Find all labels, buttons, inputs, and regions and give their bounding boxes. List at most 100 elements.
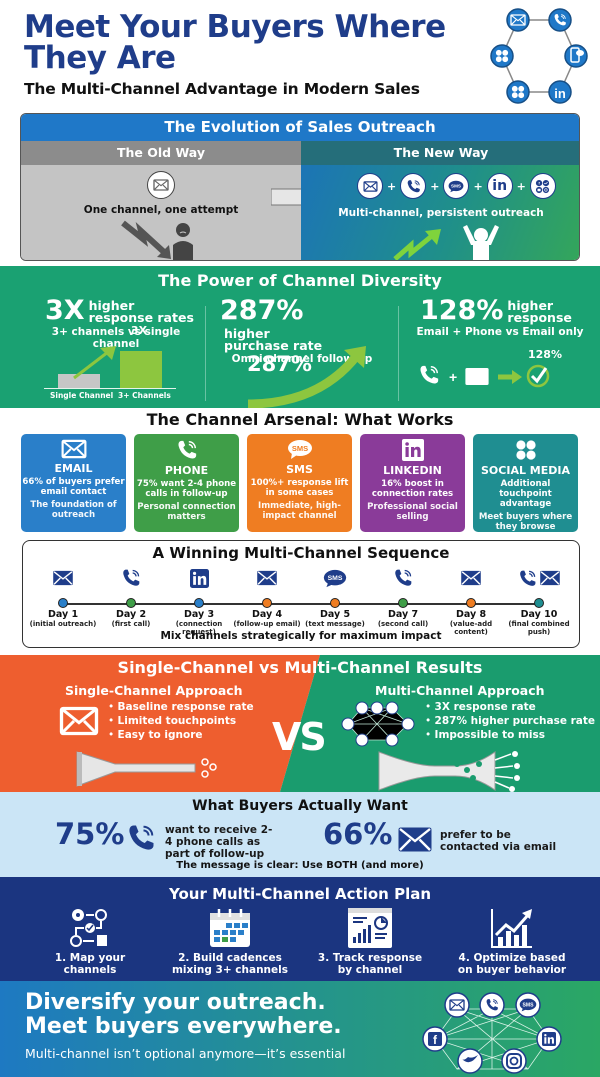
channel-chain: + + + in + [357,173,556,199]
section-title: A Winning Multi-Channel Sequence [152,544,450,562]
email-icon [58,706,100,736]
old-way-caption: One channel, one attempt [83,204,239,216]
email-icon [147,171,175,199]
email-icon [436,567,506,589]
vs-label: VS [272,715,327,759]
email-icon [464,367,490,386]
timeline-step: Day 2 (first call) [96,567,166,628]
section-title: The Channel Arsenal: What Works [146,410,454,429]
workflow-map-icon [20,907,160,949]
section-title: Your Multi-Channel Action Plan [168,885,432,903]
big-growth-arrow-icon [247,346,366,408]
page-subtitle: The Multi-Channel Advantage in Modern Sa… [24,80,420,98]
analytics-dashboard-icon [300,907,440,949]
svg-text:in: in [554,86,566,101]
sequence-timeline: A Winning Multi-Channel Sequence Day 1 (… [22,540,580,648]
multi-channel-list: 3X response rate 287% higher purchase ra… [425,700,596,742]
new-way-caption: Multi-channel, persistent outreach [338,207,544,219]
timeline-step: Day 8 (value-add content) [436,567,506,636]
instagram-icon [506,1053,522,1069]
plus-sign: + [387,179,397,193]
email-icon [397,826,433,853]
phone-icon [400,173,427,199]
wide-funnel-graphic [378,751,520,792]
timeline-step: Day 3 (connection request) [164,567,234,636]
evolution-panel: The Evolution of Sales Outreach The Old … [20,113,580,261]
phone-email-icon [504,567,574,589]
phone-icon [96,567,166,589]
old-way-label: The Old Way [21,141,301,165]
sad-person-icon [173,223,193,260]
phone-plus-email-graphic: + [419,364,550,388]
channel-card-phone: PHONE 75% want 2-4 phone calls in follow… [134,434,239,532]
linkedin-icon: in [486,173,513,199]
stat-response-rate: 3X higher response rates 3+ channels vs si… [45,295,194,351]
channel-card-sms: SMS SMS 100%+ response lift in some case… [247,434,352,532]
calendar-icon [160,907,300,949]
timeline-step: Day 1 (initial outreach) [28,567,98,628]
phone-icon [126,823,156,853]
up-trend-arrow-icon [393,229,441,260]
sms-icon [443,173,470,199]
down-trend-arrow-icon [121,220,171,259]
comparison-panel: Single-Channel vs Multi-Channel Results … [0,655,600,792]
linkedin-icon [401,439,424,461]
sms-icon [300,567,370,589]
check-label: 128% [528,348,562,361]
channel-network-graphic: f [420,985,570,1075]
old-way-panel: The Old Way One channel, one attempt [21,141,301,260]
bar-3plus-channels [120,351,162,388]
phone-icon [368,567,438,589]
phone-icon [419,365,439,385]
action-plan-panel: Your Multi-Channel Action Plan 1. Map yo… [0,877,600,981]
channel-card-social-media: SOCIAL MEDIA Additional touchpoint advan… [473,434,578,532]
plan-step: 3. Track response by channel [300,907,440,976]
section-title: What Buyers Actually Want [192,798,408,814]
phone-pct-text: want to receive 2-4 phone calls as part … [165,824,273,860]
channel-card-linkedin: LINKEDIN 16% boost in connection rates P… [360,434,465,532]
plan-step: 1. Map your channels [20,907,160,976]
footer-tagline: Multi-channel isn’t optional anymore—it’… [25,1046,346,1061]
growth-graphic-label: 287% [247,352,312,376]
email-pct-text: prefer to be contacted via email [440,829,557,853]
narrow-funnel-graphic [76,751,217,787]
single-channel-heading: Single-Channel Approach [65,683,243,698]
facebook-icon [428,1032,442,1046]
growth-chart-icon [442,907,582,949]
plus-sign: + [430,179,440,193]
social-icon [529,173,556,199]
timeline-step: Day 7 (second call) [368,567,438,628]
new-way-label: The New Way [301,141,579,165]
timeline-line [63,603,543,605]
social-media-icon [515,439,537,461]
plus-sign: + [516,179,526,193]
bar-label-multi: 3+ Channels [118,391,171,400]
plan-step: 4. Optimize based on buyer behavior [442,907,582,976]
single-channel-list: Baseline response rate Limited touchpoin… [108,700,254,742]
bar-label-single: Single Channel [50,391,114,400]
buyers-want-footer: The message is clear: Use BOTH (and more… [176,860,424,871]
growth-arrow-icon [73,346,116,380]
stat-email-phone-response: 128% higher response Email + Phone vs Emai… [416,295,584,339]
happy-person-icon [463,225,499,260]
footer-headline: Diversify your outreach. Meet buyers ever… [25,990,342,1039]
linkedin-icon [542,1032,556,1046]
channel-ring-graphic: in [488,6,588,106]
multi-channel-heading: Multi-Channel Approach [375,683,545,698]
plan-step: 2. Build cadences mixing 3+ channels [160,907,300,976]
email-pct: 66% [323,817,393,851]
new-way-panel: The New Way + + + in + Multi-channel, pe… [301,141,579,260]
bar-top-label: 3X [130,324,148,337]
channel-network-icon [341,701,415,747]
timeline-step: Day 4 (follow-up email) [232,567,302,628]
plus-sign: + [473,179,483,193]
header: Meet Your Buyers Where They Are The Multi… [0,0,600,110]
bar-single-channel [58,374,100,388]
stat-purchase-rate: 287%higher purchase rate Omni-channel fol… [220,295,373,366]
email-icon [61,439,87,459]
linkedin-icon [164,567,234,589]
twitter-icon [462,1055,478,1063]
page-title: Meet Your Buyers Where They Are [24,9,446,76]
section-title: Single-Channel vs Multi-Channel Results [117,658,483,677]
phone-pct: 75% [55,817,125,851]
